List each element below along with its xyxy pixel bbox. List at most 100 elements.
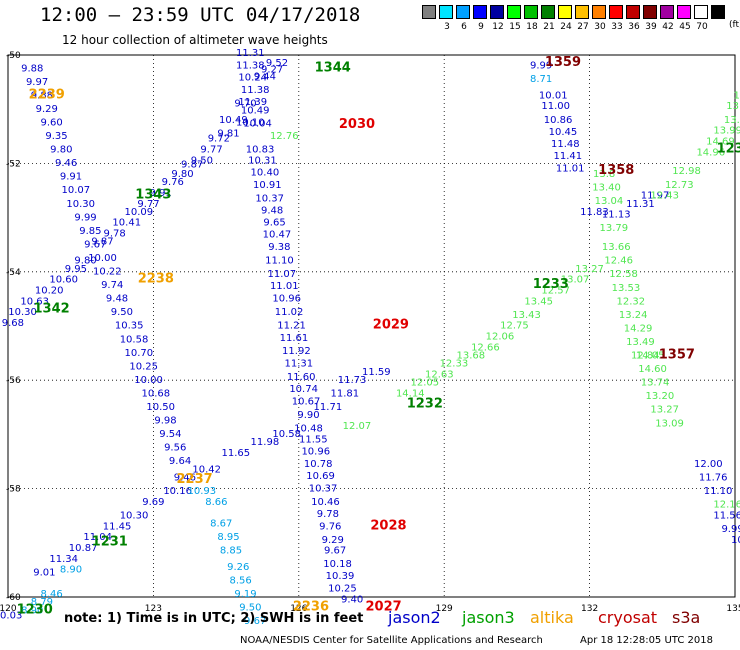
color-swatch (439, 5, 453, 19)
wave-height-value: 9.76 (319, 521, 341, 532)
wave-height-value: 8.79 (31, 597, 53, 608)
color-swatch-label: 42 (662, 22, 674, 32)
wave-height-value: 10.24 (238, 72, 267, 83)
wave-height-value: 11.71 (314, 402, 343, 413)
wave-height-value: 10.20 (35, 285, 64, 296)
wave-height-value: 13.8 (593, 169, 615, 180)
wave-height-value: 9.50 (191, 155, 213, 166)
lon-tick-label: 123 (145, 604, 162, 614)
wave-height-value: 10.25 (328, 584, 357, 595)
color-swatch (558, 5, 572, 19)
wave-height-value: 14.69 (706, 136, 735, 147)
color-swatch (456, 5, 470, 19)
wave-height-value: 10.67 (292, 397, 321, 408)
wave-height-value: 12.57 (541, 285, 570, 296)
color-swatch (643, 5, 657, 19)
color-swatch-label: 6 (461, 22, 467, 32)
wave-height-value: 11.01 (556, 164, 585, 175)
pass-time-label: 1358 (598, 163, 634, 178)
pass-time-label: 1344 (315, 60, 351, 75)
wave-height-value: 9.76 (162, 177, 184, 188)
wave-height-value: 10.00 (88, 253, 117, 264)
lat-tick-label: -54 (6, 268, 21, 278)
wave-height-value: 10.09 (125, 207, 154, 218)
wave-height-value: 13.3 (724, 115, 740, 126)
wave-height-value: 10.40 (251, 167, 280, 178)
generated-timestamp: Apr 18 12:28:05 UTC 2018 (580, 635, 713, 646)
credit-line: NOAA/NESDIS Center for Satellite Applica… (240, 635, 543, 646)
wave-height-value: 10.30 (66, 199, 95, 210)
legend-cryosat: cryosat (598, 608, 658, 627)
pass-time-label: 1231 (92, 535, 128, 550)
wave-height-value: 13.27 (650, 405, 679, 416)
legend-jason2: jason2 (388, 608, 441, 627)
wave-height-value: 9.64 (169, 456, 191, 467)
wave-height-value: 11.38 (236, 61, 265, 72)
wave-height-value: 9.60 (40, 117, 62, 128)
wave-height-value: 13.43 (512, 310, 541, 321)
wave-height-value: 12.06 (486, 332, 515, 343)
pass-time-label: 1230 (17, 602, 53, 617)
wave-height-value: 13.49 (626, 337, 655, 348)
wave-height-value: 12.58 (609, 269, 638, 280)
wave-height-value: 12.98 (672, 166, 701, 177)
wave-height-value: 9.87 (181, 160, 203, 171)
wave-height-value: 10.01 (539, 90, 568, 101)
wave-height-value: 9.87 (91, 237, 113, 248)
wave-height-value: 10.87 (69, 543, 98, 554)
wave-height-value: 10.04 (243, 119, 272, 130)
wave-height-value: 9.88 (21, 63, 43, 74)
wave-height-value: 14.96 (696, 147, 725, 158)
color-swatch-label: 12 (492, 22, 504, 32)
wave-height-value: 9.99 (530, 61, 552, 72)
wave-height-value: 9.90 (297, 410, 319, 421)
wave-height-value: 9.46 (55, 158, 77, 169)
wave-height-value: 9.69 (142, 497, 164, 508)
wave-height-value: 10.48 (294, 424, 323, 435)
wave-height-value: 9.50 (239, 603, 261, 614)
wave-height-value: 13.74 (641, 378, 670, 389)
wave-height-value: 12.07 (343, 421, 372, 432)
wave-height-value: 8.67 (210, 519, 232, 530)
wave-height-value: 10.47 (263, 230, 292, 241)
wave-height-value: 10.07 (62, 185, 91, 196)
wave-height-value: 13.04 (595, 196, 624, 207)
wave-height-value: 13.27 (575, 264, 604, 275)
wave-height-value: 9.29 (322, 535, 344, 546)
wave-height-value: 10.49 (219, 115, 248, 126)
wave-height-value: 9.52 (266, 58, 288, 69)
pass-time-label: 2028 (370, 518, 406, 533)
color-swatch-label: 24 (560, 22, 572, 32)
lat-tick-label: -58 (6, 485, 21, 495)
wave-height-value: 9.81 (217, 128, 239, 139)
pass-time-label: 2030 (339, 117, 375, 132)
wave-height-value: 9.74 (101, 280, 123, 291)
wave-height-value: 9.77 (137, 199, 159, 210)
wave-height-value: 9.67 (324, 546, 346, 557)
wave-height-value: 10.16 (163, 486, 192, 497)
pass-time-label: 2239 (29, 87, 65, 102)
wave-height-value: 11.76 (699, 472, 728, 483)
wave-height-value: 10.63 (20, 296, 49, 307)
wave-height-value: 12.05 (410, 378, 439, 389)
wave-height-value: 11.02 (275, 307, 304, 318)
wave-height-value: 11.83 (580, 207, 609, 218)
color-swatch-label: 9 (478, 22, 484, 32)
lat-tick-label: -60 (6, 593, 21, 603)
color-swatch (541, 5, 555, 19)
wave-height-value: 10.68 (142, 388, 171, 399)
color-swatch (660, 5, 674, 19)
color-swatch (490, 5, 504, 19)
pass-time-label: 1343 (135, 188, 171, 203)
color-swatch (609, 5, 623, 19)
wave-height-value: 10.96 (272, 294, 301, 305)
wave-height-value: 14.29 (624, 323, 653, 334)
legend-s3a: s3a (672, 608, 701, 627)
wave-height-value: 9.80 (50, 145, 72, 156)
wave-height-value: 10.50 (146, 402, 175, 413)
wave-height-value: 10.25 (129, 361, 158, 372)
wave-height-value: 12.66 (471, 342, 500, 353)
wave-height-value: 11.10 (704, 486, 733, 497)
wave-height-value: 11.01 (270, 281, 299, 292)
